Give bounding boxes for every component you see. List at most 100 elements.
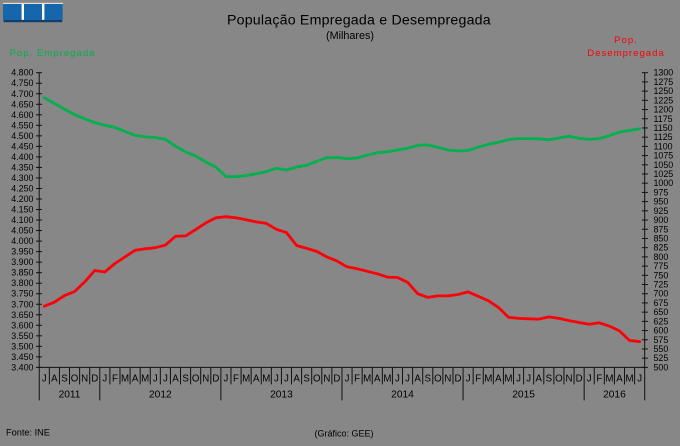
svg-text:D: D [455, 374, 462, 385]
svg-text:M: M [626, 374, 634, 385]
svg-text:2016: 2016 [603, 390, 626, 401]
svg-text:1275: 1275 [654, 77, 674, 87]
svg-text:2015: 2015 [512, 390, 535, 401]
svg-text:550: 550 [654, 344, 669, 354]
svg-text:4.250: 4.250 [11, 183, 33, 193]
svg-text:4.050: 4.050 [11, 226, 33, 236]
svg-text:1050: 1050 [654, 160, 674, 170]
svg-text:3.500: 3.500 [11, 341, 33, 351]
svg-text:3.450: 3.450 [11, 352, 33, 362]
svg-text:A: A [374, 374, 381, 385]
svg-text:J: J [42, 374, 47, 385]
svg-text:M: M [484, 374, 492, 385]
svg-text:S: S [303, 374, 310, 385]
svg-text:4.450: 4.450 [11, 141, 33, 151]
svg-text:625: 625 [654, 316, 669, 326]
svg-text:A: A [616, 374, 623, 385]
svg-text:500: 500 [654, 362, 669, 372]
svg-text:A: A [51, 374, 58, 385]
svg-text:M: M [363, 374, 371, 385]
svg-text:Desempregada: Desempregada [587, 48, 665, 59]
svg-text:A: A [495, 374, 502, 385]
svg-text:1300: 1300 [654, 68, 674, 78]
svg-text:3.850: 3.850 [11, 268, 33, 278]
svg-text:1000: 1000 [654, 178, 674, 188]
svg-text:J: J [637, 374, 642, 385]
svg-text:700: 700 [654, 289, 669, 299]
svg-text:4.700: 4.700 [11, 89, 33, 99]
svg-text:D: D [333, 374, 340, 385]
svg-text:N: N [444, 374, 451, 385]
svg-text:3.400: 3.400 [11, 362, 33, 372]
svg-text:N: N [566, 374, 573, 385]
svg-text:A: A [293, 374, 300, 385]
svg-text:4.300: 4.300 [11, 173, 33, 183]
svg-text:S: S [61, 374, 68, 385]
svg-text:975: 975 [654, 187, 669, 197]
svg-text:2013: 2013 [270, 390, 293, 401]
svg-text:650: 650 [654, 307, 669, 317]
svg-text:F: F [475, 374, 481, 385]
svg-text:A: A [253, 374, 260, 385]
svg-text:3.600: 3.600 [11, 320, 33, 330]
svg-text:3.900: 3.900 [11, 257, 33, 267]
svg-text:D: D [91, 374, 98, 385]
svg-text:Fonte: INE: Fonte: INE [6, 427, 50, 437]
svg-text:4.000: 4.000 [11, 236, 33, 246]
svg-text:J: J [345, 374, 350, 385]
svg-text:M: M [242, 374, 250, 385]
svg-text:N: N [323, 374, 330, 385]
svg-text:1100: 1100 [654, 141, 673, 151]
svg-text:J: J [526, 374, 531, 385]
svg-text:J: J [405, 374, 410, 385]
svg-text:800: 800 [654, 252, 669, 262]
svg-text:S: S [425, 374, 432, 385]
svg-text:J: J [395, 374, 400, 385]
svg-text:N: N [81, 374, 88, 385]
svg-text:1075: 1075 [654, 151, 674, 161]
svg-text:4.150: 4.150 [11, 205, 33, 215]
svg-text:4.500: 4.500 [11, 131, 33, 141]
svg-text:3.750: 3.750 [11, 289, 33, 299]
svg-text:4.350: 4.350 [11, 162, 33, 172]
svg-text:F: F [596, 374, 602, 385]
svg-text:4.550: 4.550 [11, 120, 33, 130]
svg-text:600: 600 [654, 326, 669, 336]
svg-text:4.400: 4.400 [11, 152, 33, 162]
svg-text:750: 750 [654, 270, 669, 280]
svg-text:J: J [274, 374, 279, 385]
svg-text:F: F [354, 374, 360, 385]
svg-text:775: 775 [654, 261, 669, 271]
svg-text:O: O [71, 374, 79, 385]
svg-text:825: 825 [654, 243, 669, 253]
svg-text:M: M [121, 374, 129, 385]
svg-text:1025: 1025 [654, 169, 674, 179]
svg-text:A: A [414, 374, 421, 385]
svg-text:2011: 2011 [59, 390, 81, 401]
svg-text:(Milhares): (Milhares) [326, 30, 374, 42]
svg-text:1125: 1125 [654, 132, 673, 142]
svg-text:3.800: 3.800 [11, 278, 33, 288]
svg-text:850: 850 [654, 233, 669, 243]
svg-text:O: O [313, 374, 321, 385]
svg-text:M: M [605, 374, 613, 385]
svg-text:M: M [141, 374, 149, 385]
svg-text:1225: 1225 [654, 95, 674, 105]
svg-text:O: O [192, 374, 200, 385]
svg-text:D: D [576, 374, 583, 385]
svg-text:A: A [536, 374, 543, 385]
svg-text:S: S [182, 374, 189, 385]
svg-text:1175: 1175 [654, 114, 673, 124]
svg-text:J: J [587, 374, 592, 385]
svg-text:A: A [172, 374, 179, 385]
svg-text:3.550: 3.550 [11, 331, 33, 341]
svg-text:4.750: 4.750 [11, 78, 33, 88]
svg-text:O: O [555, 374, 563, 385]
svg-text:O: O [434, 374, 442, 385]
svg-text:575: 575 [654, 335, 669, 345]
svg-text:D: D [212, 374, 219, 385]
svg-text:725: 725 [654, 280, 669, 290]
svg-text:2014: 2014 [391, 390, 414, 401]
svg-text:J: J [102, 374, 107, 385]
svg-text:N: N [202, 374, 209, 385]
